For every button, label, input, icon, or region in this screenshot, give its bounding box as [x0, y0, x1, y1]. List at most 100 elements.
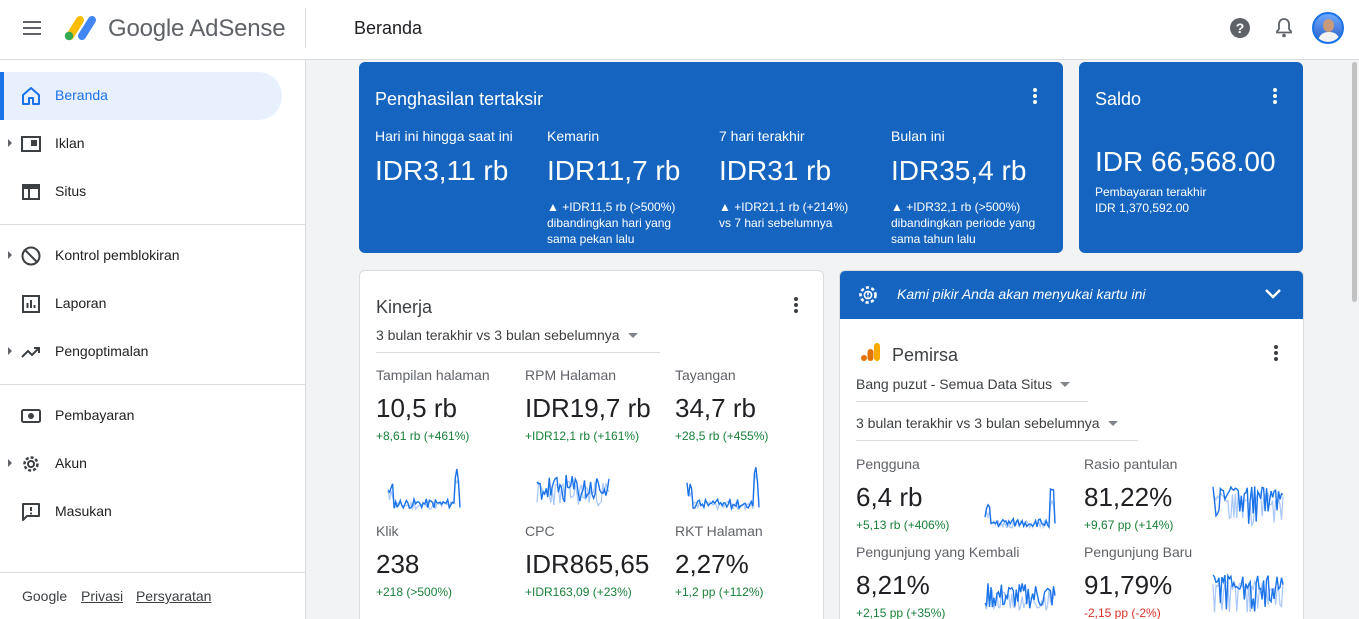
- sidebar-item-situs[interactable]: Situs: [0, 168, 282, 216]
- feedback-icon: [22, 503, 40, 521]
- sidebar-item-label: Iklan: [55, 135, 85, 151]
- metric-bounce-rate[interactable]: Rasio pantulan 81,22% +9,67 pp (+14%): [1084, 456, 1177, 532]
- terms-link[interactable]: Persyaratan: [135, 588, 212, 604]
- expand-caret-icon: [8, 139, 12, 147]
- metric-value: 8,21%: [856, 570, 930, 600]
- metric-value: 91,79%: [1084, 570, 1173, 600]
- metric-impressions[interactable]: Tayangan 34,7 rb +28,5 rb (+455%): [675, 367, 768, 443]
- metric-change: +218 (>500%): [376, 585, 453, 599]
- more-options-icon[interactable]: [786, 295, 806, 319]
- earnings-label: 7 hari terakhir: [719, 128, 805, 144]
- account-avatar[interactable]: [1312, 12, 1344, 44]
- more-options-icon[interactable]: [1265, 86, 1285, 110]
- returning-visitors-sparkline: [984, 583, 1056, 611]
- performance-card: Kinerja 3 bulan terakhir vs 3 bulan sebe…: [359, 270, 824, 619]
- metric-clicks[interactable]: Klik 238 +218 (>500%): [376, 523, 452, 599]
- date-range-dropdown[interactable]: 3 bulan terakhir vs 3 bulan sebelumnya: [856, 415, 1138, 441]
- suggestion-banner[interactable]: Kami pikir Anda akan menyukai kartu ini: [840, 271, 1303, 319]
- metric-change: +IDR12,1 rb (+161%): [525, 429, 640, 443]
- sidebar-item-pembayaran[interactable]: Pembayaran: [0, 392, 282, 440]
- last-payment-label: Pembayaran terakhir: [1095, 185, 1207, 199]
- collapse-chevron-icon[interactable]: [1264, 287, 1282, 301]
- sidebar-item-label: Kontrol pemblokiran: [55, 247, 180, 263]
- earnings-label: Kemarin: [547, 128, 600, 144]
- metric-returning-visitors[interactable]: Pengunjung yang Kembali 8,21% +2,15 pp (…: [856, 544, 1019, 619]
- change-line: ▲ +IDR21,1 rb (+214%): [719, 200, 849, 214]
- estimated-earnings-card: Penghasilan tertaksir Hari ini hingga sa…: [359, 62, 1063, 253]
- earnings-value: IDR11,7 rb: [547, 155, 681, 186]
- sidebar-item-iklan[interactable]: Iklan: [0, 120, 282, 168]
- sidebar-item-beranda[interactable]: Beranda: [0, 72, 282, 120]
- earnings-last-7-days: 7 hari terakhir IDR31 rb ▲ +IDR21,1 rb (…: [719, 128, 889, 231]
- notifications-bell-icon[interactable]: [1272, 16, 1296, 40]
- earnings-today: Hari ini hingga saat ini IDR3,11 rb: [375, 128, 545, 187]
- metric-change: -2,15 pp (-2%): [1084, 606, 1161, 619]
- metric-cpc[interactable]: CPC IDR865,65 +IDR163,09 (+23%): [525, 523, 649, 599]
- sidebar-item-label: Situs: [55, 183, 87, 199]
- date-range-value: 3 bulan terakhir vs 3 bulan sebelumnya: [376, 327, 620, 343]
- metric-label: Tampilan halaman: [376, 367, 490, 383]
- metric-page-views[interactable]: Tampilan halaman 10,5 rb +8,61 rb (+461%…: [376, 367, 490, 443]
- more-options-icon[interactable]: [1025, 86, 1045, 110]
- dropdown-arrow-icon: [1107, 421, 1118, 426]
- logo-product: AdSense: [189, 15, 286, 42]
- sidebar-item-pengoptimalan[interactable]: Pengoptimalan: [0, 328, 282, 376]
- earnings-label: Hari ini hingga saat ini: [375, 128, 513, 144]
- privacy-link[interactable]: Privasi: [81, 588, 124, 604]
- page-title: Beranda: [354, 18, 423, 38]
- last-payment-value: IDR 1,370,592.00: [1095, 201, 1190, 215]
- property-dropdown[interactable]: Bang puzut - Semua Data Situs: [856, 376, 1088, 402]
- metric-label: CPC: [525, 523, 555, 539]
- sidebar-item-laporan[interactable]: Laporan: [0, 280, 282, 328]
- sidebar-item-akun[interactable]: Akun: [0, 440, 282, 488]
- metric-change: +9,67 pp (+14%): [1084, 518, 1174, 532]
- page-rpm-sparkline: [536, 474, 610, 507]
- metric-page-rpm[interactable]: RPM Halaman IDR19,7 rb +IDR12,1 rb (+161…: [525, 367, 651, 443]
- earnings-change: ▲ +IDR32,1 rb (>500%) dibandingkan perio…: [891, 199, 1061, 247]
- change-line: vs 7 hari sebelumnya: [719, 216, 833, 230]
- metric-change: +IDR163,09 (+23%): [525, 585, 632, 599]
- metric-change: +8,61 rb (+461%): [376, 429, 470, 443]
- date-range-value: 3 bulan terakhir vs 3 bulan sebelumnya: [856, 415, 1100, 431]
- metric-page-ctr[interactable]: RKT Halaman 2,27% +1,2 pp (+112%): [675, 523, 764, 599]
- reports-icon: [22, 295, 40, 313]
- expand-caret-icon: [8, 347, 12, 355]
- dropdown-arrow-icon: [1060, 382, 1071, 387]
- logo-google: Google: [108, 15, 185, 42]
- sidebar-item-label: Akun: [55, 455, 87, 471]
- sidebar-nav: Beranda Iklan Situs Kontrol pemblokiran …: [0, 60, 306, 619]
- nav-divider: [0, 224, 305, 225]
- date-range-dropdown[interactable]: 3 bulan terakhir vs 3 bulan sebelumnya: [376, 327, 660, 353]
- metric-new-visitors[interactable]: Pengunjung Baru 91,79% -2,15 pp (-2%): [1084, 544, 1192, 619]
- top-app-bar: Google AdSense Beranda ?: [0, 0, 1359, 60]
- page-scrollbar-thumb[interactable]: [1352, 62, 1357, 302]
- suggestion-banner-text: Kami pikir Anda akan menyukai kartu ini: [897, 286, 1146, 302]
- card-title: Kinerja: [376, 297, 433, 317]
- current-period-line: [686, 467, 760, 512]
- metric-value: 10,5 rb: [376, 393, 457, 423]
- sidebar-item-masukan[interactable]: Masukan: [0, 488, 282, 536]
- main-menu-icon[interactable]: [20, 18, 44, 42]
- analytics-logo-icon: [861, 343, 880, 361]
- metric-users[interactable]: Pengguna 6,4 rb +5,13 rb (+406%): [856, 456, 949, 532]
- earnings-label: Bulan ini: [891, 128, 945, 144]
- sidebar-item-label: Beranda: [55, 87, 108, 103]
- header-divider: [305, 8, 306, 48]
- bounce-rate-sparkline: [1212, 485, 1284, 528]
- help-icon[interactable]: ?: [1228, 16, 1252, 40]
- change-line: dibandingkan periode yang: [891, 216, 1036, 230]
- earnings-yesterday: Kemarin IDR11,7 rb ▲ +IDR11,5 rb (>500%)…: [547, 128, 717, 247]
- change-line: sama tahun lalu: [891, 232, 976, 246]
- metric-change: +5,13 rb (+406%): [856, 518, 950, 532]
- sidebar-item-kontrol-pemblokiran[interactable]: Kontrol pemblokiran: [0, 232, 282, 280]
- metric-value: 238: [376, 549, 420, 579]
- more-options-icon[interactable]: [1266, 343, 1286, 367]
- sidebar-item-label: Laporan: [55, 295, 107, 311]
- expand-caret-icon: [8, 459, 12, 467]
- card-title: Saldo: [1095, 89, 1142, 109]
- app-logo-text: Google AdSense: [108, 15, 286, 43]
- property-value: Bang puzut - Semua Data Situs: [856, 376, 1053, 392]
- change-line: dibandingkan hari yang: [547, 216, 672, 230]
- metric-value: IDR19,7 rb: [525, 393, 651, 423]
- metric-label: Klik: [376, 523, 399, 539]
